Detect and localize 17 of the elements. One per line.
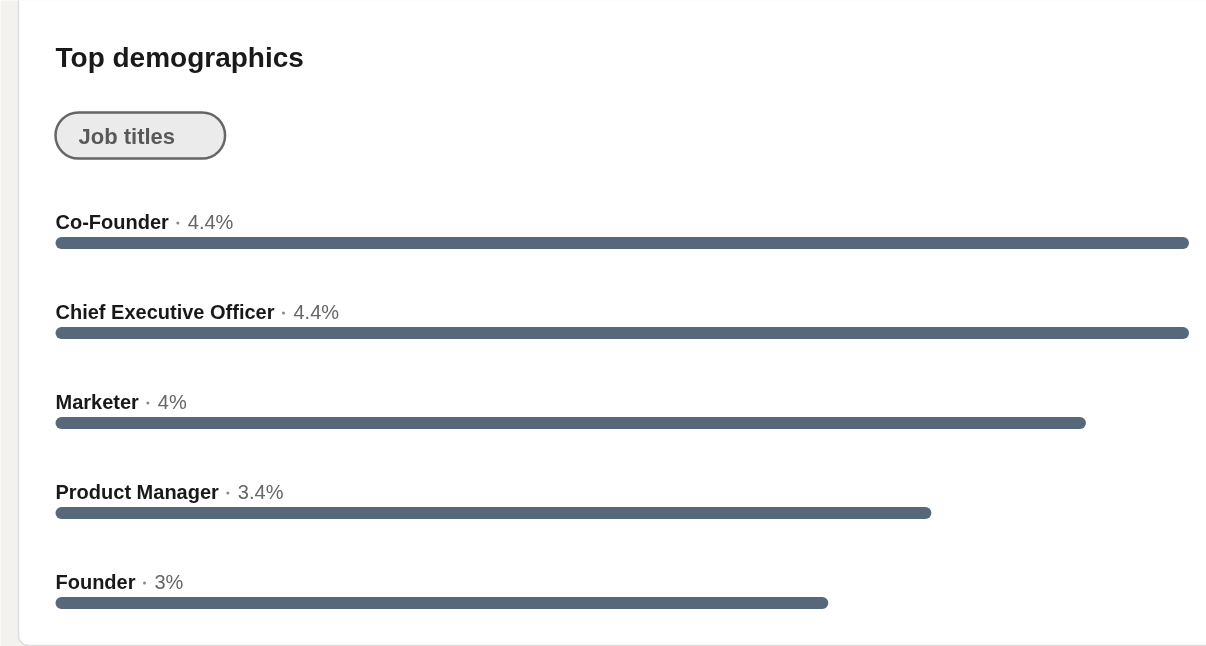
bar: [55, 237, 1189, 249]
y-tick-label: Chief Executive Officer: [55, 301, 275, 323]
bar: [55, 417, 1086, 429]
data-label: 4.4%: [187, 211, 234, 233]
data-label: 3%: [154, 571, 184, 593]
y-tick-label: Co-Founder: [55, 211, 170, 233]
y-tick-label: Marketer: [55, 391, 140, 413]
bar: [55, 327, 1189, 339]
data-label: 4.4%: [293, 301, 340, 323]
chart-subtitle: Job titles: [78, 124, 176, 149]
bar: [55, 597, 829, 609]
data-label: 4%: [157, 391, 187, 413]
y-tick-label: Product Manager: [55, 481, 220, 503]
data-label: 3.4%: [237, 481, 284, 503]
chart-title: Top demographics: [55, 42, 304, 73]
bar: [55, 507, 932, 519]
y-tick-label: Founder: [55, 571, 136, 593]
